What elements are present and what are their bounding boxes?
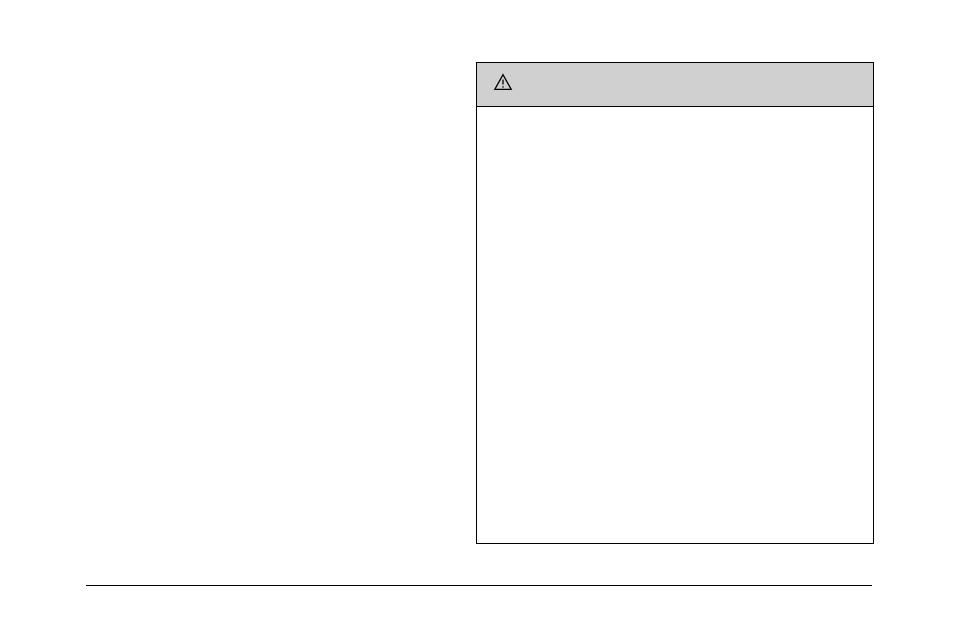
- page-container: [0, 0, 954, 636]
- warning-triangle-icon: [493, 73, 513, 96]
- page-footer-rule: [86, 585, 872, 586]
- warning-box: [476, 62, 874, 544]
- warning-box-header: [477, 63, 873, 107]
- warning-box-body: [477, 107, 873, 131]
